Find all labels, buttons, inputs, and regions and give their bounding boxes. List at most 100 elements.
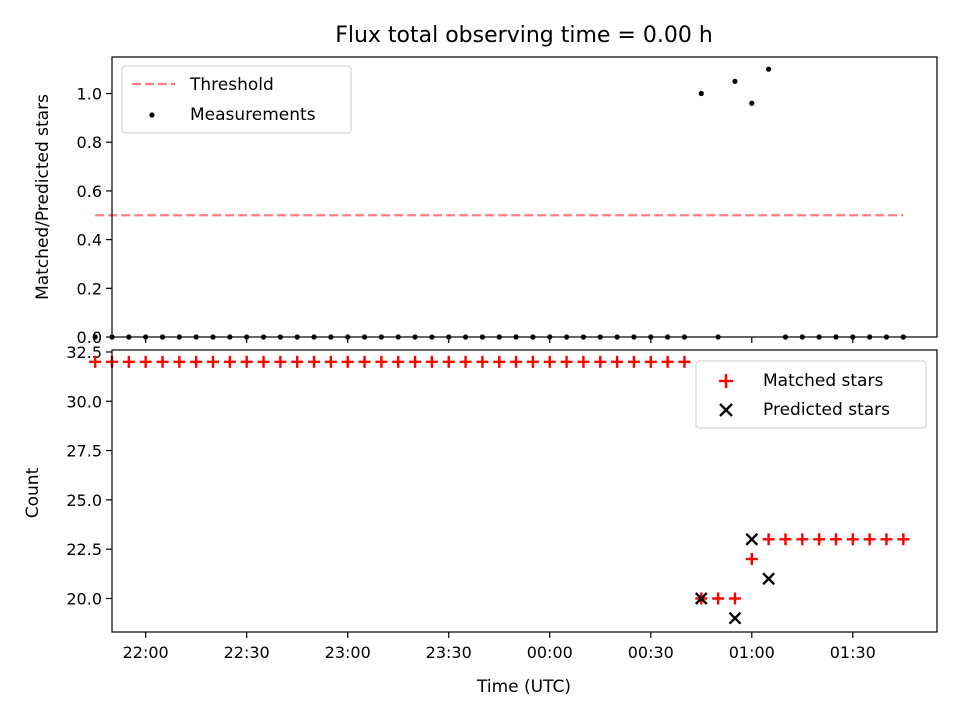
matched-star-point: [122, 355, 135, 368]
matched-star-point: [274, 355, 287, 368]
bottom-plot-frame: [111, 349, 938, 633]
bottom-y-tick-label: 25.0: [66, 491, 102, 510]
bottom-legend: Matched stars Predicted stars: [695, 360, 927, 429]
matched-star-point: [627, 355, 640, 368]
top-y-tick-label: 0.0: [77, 328, 102, 347]
matched-star-point: [678, 355, 691, 368]
matched-star-point: [728, 592, 741, 605]
bottom-y-axis-label: Count: [23, 467, 43, 518]
matched-star-point: [324, 355, 337, 368]
bottom-y-tick-label: 30.0: [66, 392, 102, 411]
measurement-point: [749, 100, 755, 106]
matched-star-point: [897, 533, 910, 546]
legend-matched-swatch: [719, 374, 733, 388]
matched-star-point: [392, 355, 405, 368]
matched-star-point: [611, 355, 624, 368]
matched-star-point: [644, 355, 657, 368]
matched-star-point: [409, 355, 422, 368]
matched-star-point: [577, 355, 590, 368]
bottom-y-tick-label: 32.5: [66, 343, 102, 362]
matched-star-point: [139, 355, 152, 368]
top-legend-box: [121, 65, 352, 134]
matched-star-point: [341, 355, 354, 368]
top-y-tick-label: 0.6: [77, 182, 102, 201]
matched-star-point: [291, 355, 304, 368]
matched-star-point: [745, 553, 758, 566]
matched-star-point: [190, 355, 203, 368]
bottom-x-ticks: 22:00 22:30 23:00 23:30 00:00 00:30 01:00 01:30: [123, 632, 876, 662]
matched-star-point: [560, 355, 573, 368]
matched-star-point: [796, 533, 809, 546]
predicted-star-point: [762, 572, 775, 586]
top-y-tick-label: 0.8: [77, 133, 102, 152]
matched-star-point: [661, 355, 674, 368]
matched-star-point: [459, 355, 472, 368]
matched-star-point: [442, 355, 455, 368]
matched-star-point: [173, 355, 186, 368]
bottom-y-tick-label: 22.5: [66, 540, 102, 559]
matched-star-point: [240, 355, 253, 368]
matched-star-point: [156, 355, 169, 368]
predicted-star-point: [728, 611, 742, 625]
matched-star-point: [594, 355, 607, 368]
x-tick-label: 22:00: [123, 643, 169, 662]
x-tick-label: 23:00: [325, 643, 371, 662]
matched-star-point: [425, 355, 438, 368]
measurement-point: [92, 334, 98, 340]
bottom-legend-box: [695, 360, 927, 429]
predicted-star-point: [745, 532, 759, 546]
top-y-axis-label: Matched/Predicted stars: [33, 94, 53, 300]
matched-star-point: [779, 533, 792, 546]
predicted-star-point: [694, 592, 708, 605]
matched-star-point: [375, 355, 388, 368]
matched-star-point: [476, 355, 489, 368]
top-y-tick-label: 1.0: [77, 85, 102, 104]
x-tick-label: 22:30: [224, 643, 270, 662]
bottom-y-ticks: 20.0 22.5 25.0 27.5 30.0 32.5: [66, 343, 112, 608]
legend-matched-label: Matched stars: [763, 371, 883, 391]
matched-star-point: [712, 592, 725, 605]
top-y-ticks: 0.0 0.2 0.4 0.6 0.8 1.0: [77, 85, 112, 347]
measurement-point: [766, 66, 772, 72]
matched-star-point: [358, 355, 371, 368]
top-y-tick-label: 0.2: [77, 279, 102, 298]
legend-measurements-swatch: [149, 112, 155, 118]
matched-star-point: [829, 533, 842, 546]
matched-star-point: [526, 355, 539, 368]
matched-star-point: [493, 355, 506, 368]
legend-measurements-label: Measurements: [190, 105, 316, 125]
x-tick-label: 01:00: [729, 643, 775, 662]
x-tick-label: 00:00: [527, 643, 573, 662]
predicted-stars-series: [694, 532, 775, 625]
top-plot-frame: [111, 56, 938, 338]
bottom-y-tick-label: 27.5: [66, 442, 102, 461]
matched-star-point: [880, 533, 893, 546]
bottom-panel: 20.0 22.5 25.0 27.5 30.0 32.5 22:00 22:30 23:00…: [23, 343, 938, 697]
measurement-point: [732, 78, 738, 84]
matched-star-point: [89, 355, 102, 368]
measurement-point: [698, 90, 704, 97]
legend-predicted-swatch: [719, 403, 733, 417]
matched-star-point: [207, 355, 220, 368]
matched-star-point: [846, 533, 859, 546]
matched-star-point: [223, 355, 236, 368]
matched-star-point: [257, 355, 270, 368]
bottom-y-tick-label: 20.0: [66, 589, 102, 608]
matched-star-point: [813, 533, 826, 546]
matched-star-point: [543, 355, 556, 368]
legend-predicted-label: Predicted stars: [763, 400, 890, 420]
top-legend: Threshold Measurements: [121, 65, 352, 134]
x-axis-label: Time (UTC): [476, 677, 571, 697]
x-tick-label: 00:30: [628, 643, 674, 662]
top-y-tick-label: 0.4: [77, 231, 102, 250]
top-panel: 0.0 0.2 0.4 0.6 0.8 1.0 Matched/Predicted sta…: [33, 56, 938, 347]
matched-star-point: [762, 533, 775, 546]
legend-threshold-label: Threshold: [189, 75, 274, 95]
matched-star-point: [863, 533, 876, 546]
matched-star-point: [308, 355, 321, 368]
matched-star-point: [510, 355, 523, 368]
x-tick-label: 23:30: [426, 643, 472, 662]
chart-title: Flux total observing time = 0.00 h: [335, 23, 713, 48]
x-tick-label: 01:30: [830, 643, 876, 662]
